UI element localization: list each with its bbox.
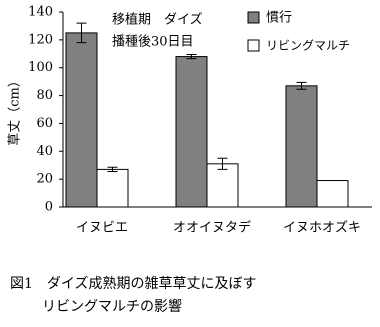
y-tick-label: 140 (28, 5, 53, 20)
legend-swatch (247, 39, 260, 52)
bar (285, 85, 318, 208)
y-tick-label: 100 (28, 60, 53, 75)
bar (206, 163, 239, 208)
y-tick-label: 40 (36, 144, 53, 159)
error-bar (217, 157, 228, 170)
bar (316, 180, 349, 208)
bar (96, 168, 129, 208)
y-tick-label: 120 (28, 32, 53, 47)
error-bar (296, 81, 307, 90)
annotation: 播種後30日目 (112, 34, 194, 50)
caption: リビングマルチの影響 (42, 298, 182, 315)
bar (175, 56, 208, 208)
y-axis-label: 草丈（cm） (8, 74, 23, 146)
y-tick-label: 60 (36, 116, 53, 131)
annotation: 移植期 ダイズ (112, 12, 203, 28)
x-tick-label: イヌホオズキ (283, 220, 361, 236)
y-tick-label: 80 (36, 88, 53, 103)
error-bar (186, 53, 197, 60)
legend-swatch (247, 11, 260, 24)
y-tick-label: 20 (36, 172, 53, 187)
error-bar (107, 166, 118, 172)
x-tick-label: オオイヌタデ (173, 220, 251, 236)
bar (65, 32, 98, 208)
legend-label: 慣行 (266, 10, 292, 26)
legend-label: リビングマルチ (266, 39, 350, 53)
x-tick-label: イヌビエ (76, 221, 128, 236)
y-tick-label: 0 (45, 200, 53, 215)
caption: 図1 ダイズ成熟期の雑草草丈に及ぼす (10, 276, 257, 292)
error-bar (76, 22, 87, 44)
